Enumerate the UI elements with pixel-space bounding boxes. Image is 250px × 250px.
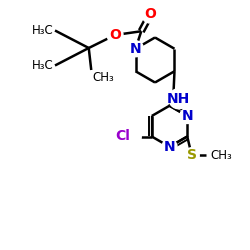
Text: NH: NH xyxy=(167,92,190,106)
Circle shape xyxy=(128,41,144,57)
Circle shape xyxy=(142,7,158,23)
Text: N: N xyxy=(182,109,193,123)
Text: O: O xyxy=(144,7,156,21)
Circle shape xyxy=(169,89,189,109)
Text: H₃C: H₃C xyxy=(32,59,54,72)
Text: H₃C: H₃C xyxy=(32,24,54,37)
Circle shape xyxy=(180,108,195,124)
Text: N: N xyxy=(164,140,175,154)
Circle shape xyxy=(184,148,199,163)
Text: Cl: Cl xyxy=(115,130,130,143)
Text: S: S xyxy=(187,148,197,162)
Circle shape xyxy=(107,27,123,43)
Text: O: O xyxy=(109,28,121,42)
Text: N: N xyxy=(130,42,141,56)
Circle shape xyxy=(162,139,177,154)
Text: CH₃: CH₃ xyxy=(210,149,232,162)
Circle shape xyxy=(122,127,141,146)
Text: CH₃: CH₃ xyxy=(92,71,114,84)
